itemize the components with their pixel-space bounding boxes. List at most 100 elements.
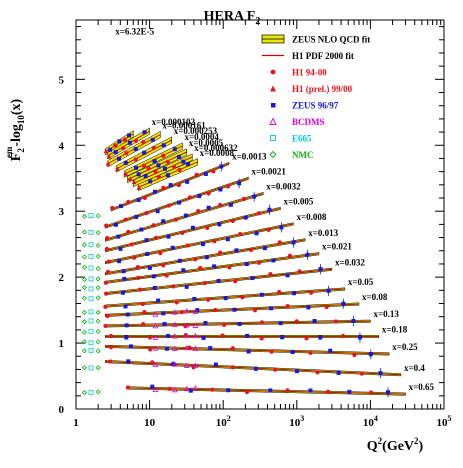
zeus-96-97-point [172,147,177,152]
h1-94-00-point [129,242,134,247]
zeus-96-97-point [195,308,200,313]
zeus-96-97-point [208,346,213,351]
e665-point [88,365,94,371]
e665-point [88,340,94,346]
zeus-96-97-point [177,200,182,205]
legend: ZEUS NLO QCD fit H1 PDF 2000 fit H1 94-00 H… [261,35,370,160]
ylabel-f: F [9,153,24,162]
h1-94-00-point [126,229,131,234]
legend-label: ZEUS 96/97 [292,101,339,111]
h1-94-00-point [142,195,147,201]
h1-94-00-point [205,225,210,231]
h1-94-00-point [165,159,170,164]
zeus-96-97-point [312,319,317,324]
zeus-96-97-point [234,248,239,253]
h1-94-00-point [124,151,129,156]
h1-94-00-point [222,322,227,327]
h1-94-00-point [230,218,235,224]
zeus-96-97-point [171,361,176,366]
zeus-96-97-point [118,246,123,251]
zeus-96-97-point [237,321,242,326]
h1-94-00-point [126,199,131,205]
zeus-96-97-point [134,165,139,170]
h1-94-00-point [125,385,131,390]
h1-prel-point [123,171,129,176]
h1-94-00-point [294,319,299,324]
x-tick-label: 102 [216,414,231,429]
zeus-96-97-point [203,320,208,325]
zeus-96-97-point [108,147,113,152]
zeus-96-97-point [254,231,259,236]
bcdms-point [171,309,178,315]
zeus-96-97-point [152,159,157,164]
h1-94-00-point [324,304,329,310]
h1-94-00-point [135,264,140,270]
h1-94-00-point [230,346,235,351]
bcdms-point [192,332,199,339]
h1-94-00-point [211,169,216,174]
bcdms-point [183,344,190,351]
h1-94-00-point [218,202,223,208]
h1-94-00-point [240,295,245,300]
h1-94-00-point [133,138,139,143]
xlabel-sup: 2 [378,436,383,446]
legend-label: H1 94-00 [292,68,327,78]
h1-94-00-point [141,139,146,145]
zeus-96-97-point [136,197,141,202]
h1-94-00-point [266,227,271,232]
h1-94-00-point [148,347,153,352]
h1-prel-point [131,179,137,185]
zeus-96-97-point [271,258,276,263]
x-bin-label: x=0.13 [373,309,399,319]
nmc-point [95,348,101,354]
bcdms-point [192,345,199,351]
h1-94-00-point [192,257,198,262]
zeus-96-97-point [285,273,290,278]
h1-94-00-point [326,389,331,394]
h1-94-00-point [308,290,314,295]
zeus-96-97-point [162,322,167,327]
h1-94-00-point [110,205,115,211]
zeus-96-97-point [253,366,258,371]
zeus-96-97-point [156,298,161,303]
h1-94-00-point [144,210,149,216]
h1-prel-point [103,148,109,154]
zeus-96-97-point [153,189,158,194]
h1-94-00-point [277,240,282,245]
x-tick-label-exp: 3 [300,414,304,423]
h1-94-00-point [108,359,113,364]
zeus-96-97-point [168,183,173,188]
h1-94-00-point [132,255,137,260]
bcdms-point [192,362,199,368]
zeus-96-97-point [177,154,182,159]
h1-94-00-point [333,319,338,324]
h1-prel-point [106,154,112,159]
h1-94-00-point [297,269,302,274]
h1-94-00-point [150,360,155,365]
h1-94-00-point [166,203,172,208]
h1-pdf-fit-line [105,361,401,376]
zeus-96-97-point [161,143,166,148]
h1-94-00-point [133,157,138,162]
h1-94-00-point [256,211,261,216]
zeus-96-97-point [328,348,333,353]
x-bin-label: x=6.32E-5 [115,27,154,37]
zeus-96-97-point [147,265,152,270]
nmc-point [81,254,87,260]
e665-point [88,347,94,353]
h1-94-00-point [161,153,166,158]
zeus-96-97-point [142,150,147,155]
x-tick-label-exp: 5 [448,414,452,423]
x-bin-label: x=0.0013 [232,151,267,161]
zeus-96-97-point [347,389,352,394]
h1-94-00-point [113,143,118,148]
h1-94-00-point [105,235,110,241]
h1-94-00-point [141,322,146,327]
zeus-96-97-point [113,150,118,155]
zeus-96-97-point [228,202,233,207]
e665-point [88,213,94,218]
e665-point [88,286,94,292]
h1-94-00-point [244,389,250,395]
zeus-96-97-point [308,388,313,393]
